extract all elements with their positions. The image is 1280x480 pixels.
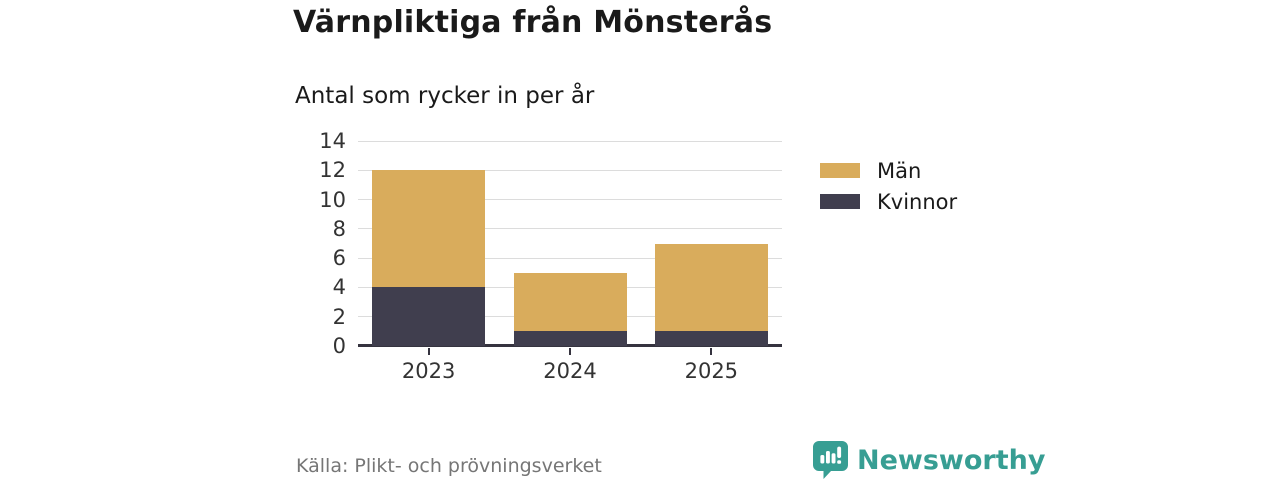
gridline-6 xyxy=(358,257,782,259)
y-axis-tick-label: 12 xyxy=(319,158,346,183)
bar-2024-män xyxy=(513,272,627,332)
x-axis-tick xyxy=(427,348,430,355)
bar-2025-män xyxy=(654,243,768,332)
gridline-8 xyxy=(358,228,782,230)
y-axis-tick-label: 2 xyxy=(332,304,346,329)
y-axis-tick-label: 4 xyxy=(332,275,346,300)
y-axis-tick-label: 6 xyxy=(332,246,346,271)
legend-label: Kvinnor xyxy=(877,189,958,214)
bar-2023-kvinnor xyxy=(372,287,486,346)
brand-logo: Newsworthy xyxy=(813,441,1045,479)
y-axis-tick-label: 14 xyxy=(319,129,346,153)
bar-2025-kvinnor xyxy=(654,331,768,346)
y-axis-tick-label: 0 xyxy=(332,334,346,358)
chart-title: Värnpliktiga från Mönsterås xyxy=(293,5,773,40)
gridline-10 xyxy=(358,199,782,201)
legend-item-kvinnor: Kvinnor xyxy=(820,189,958,214)
legend-swatch xyxy=(820,194,860,209)
x-axis-tick-label: 2025 xyxy=(684,359,739,383)
legend-item-män: Män xyxy=(820,158,957,183)
bar-2023-män xyxy=(372,170,486,288)
x-axis-tick-label: 2023 xyxy=(401,359,456,383)
x-axis-tick xyxy=(569,348,571,355)
brand-name: Newsworthy xyxy=(857,444,1046,476)
source-note: Källa: Plikt- och prövningsverket xyxy=(296,455,602,477)
legend-label: Män xyxy=(877,158,922,183)
plot-area: 0 2 4 6 8 10 12 14 2023 2024 2025 xyxy=(319,129,782,383)
x-axis-tick xyxy=(710,348,713,355)
x-axis-tick-label: 2024 xyxy=(543,359,597,383)
y-axis-tick-label: 8 xyxy=(332,216,346,241)
legend-swatch xyxy=(820,163,860,178)
bar-2024-kvinnor xyxy=(513,331,627,346)
y-axis-tick-label: 10 xyxy=(319,187,346,212)
legend: Män Kvinnor xyxy=(820,158,958,214)
chart-subtitle: Antal som rycker in per år xyxy=(295,83,595,109)
gridline-14 xyxy=(358,140,782,142)
newsworthy-icon xyxy=(813,441,848,479)
gridline-12 xyxy=(358,169,782,171)
